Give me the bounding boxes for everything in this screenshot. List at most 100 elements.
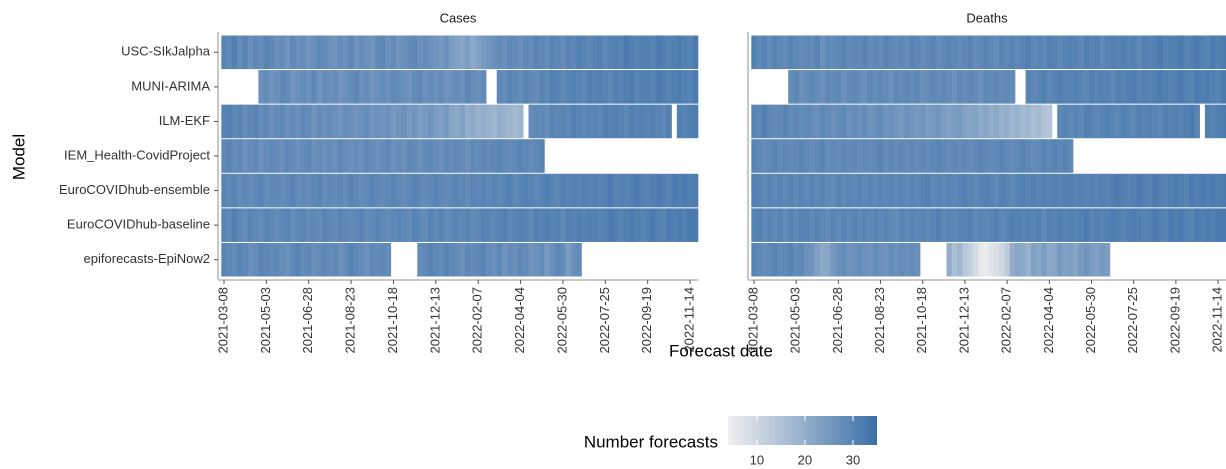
heat-cell <box>809 242 815 277</box>
heat-cell <box>533 208 540 242</box>
heat-cell <box>1157 208 1164 242</box>
heat-cell <box>438 104 445 139</box>
heat-cell <box>856 35 863 70</box>
heat-cell <box>983 70 989 104</box>
heat-cell <box>417 104 423 139</box>
heat-cell <box>560 104 566 139</box>
heat-cell <box>1073 35 1079 70</box>
heat-cell <box>1162 104 1169 139</box>
heat-cell <box>332 242 339 277</box>
heat-cell <box>983 104 989 139</box>
heat-cell <box>1020 139 1026 173</box>
heat-cell <box>226 35 233 70</box>
heat-cell <box>867 208 873 242</box>
heat-cell <box>1099 242 1105 277</box>
heat-cell <box>607 70 614 104</box>
heat-cell <box>814 139 821 173</box>
heat-cell <box>480 35 487 70</box>
heat-cell <box>242 35 249 70</box>
heat-cell <box>422 242 429 277</box>
heat-cell <box>623 104 630 139</box>
heat-cell <box>888 139 895 173</box>
heat-cell <box>1136 208 1142 242</box>
heat-cell <box>957 35 963 70</box>
heat-cell <box>327 70 333 104</box>
heat-cell <box>1115 208 1121 242</box>
heat-cell <box>819 139 826 173</box>
heat-cell <box>449 208 455 242</box>
heat-cell <box>629 70 635 104</box>
heat-cell <box>809 104 815 139</box>
heat-cell <box>1220 208 1226 242</box>
heat-cell <box>862 173 868 208</box>
heat-cell <box>1178 70 1185 104</box>
heat-cell <box>221 242 227 277</box>
heat-cell <box>951 208 958 242</box>
heat-cell <box>1067 70 1074 104</box>
heat-cell <box>793 104 800 139</box>
heat-cell <box>1046 208 1053 242</box>
heat-cell <box>1131 70 1137 104</box>
heat-cell <box>967 70 974 104</box>
heat-cell <box>830 173 837 208</box>
heat-cell <box>221 208 227 242</box>
heat-cell <box>904 104 910 139</box>
heat-cell <box>925 104 931 139</box>
heat-cell <box>1173 173 1179 208</box>
heat-cell <box>914 242 921 277</box>
heat-cell <box>835 70 842 104</box>
heat-cell <box>385 139 392 173</box>
heat-cell <box>592 173 598 208</box>
heat-cell <box>660 173 667 208</box>
heat-cell <box>1036 139 1042 173</box>
heat-cell <box>1009 173 1016 208</box>
heat-cell <box>1162 173 1169 208</box>
heat-cell <box>470 104 476 139</box>
heat-cell <box>972 70 979 104</box>
heat-cell <box>247 139 254 173</box>
heat-cell <box>809 208 815 242</box>
heat-cell <box>390 104 397 139</box>
heat-cell <box>846 208 852 242</box>
heat-cell <box>385 242 392 277</box>
heat-cell <box>427 35 434 70</box>
heat-cell <box>607 208 614 242</box>
heat-cell <box>930 139 937 173</box>
heat-cell <box>946 173 953 208</box>
heat-cell <box>549 70 556 104</box>
heat-cell <box>862 139 868 173</box>
heat-cell <box>946 35 953 70</box>
heat-cell <box>782 35 789 70</box>
heat-cell <box>570 35 577 70</box>
heat-cell <box>914 35 921 70</box>
heat-cell <box>613 208 619 242</box>
heat-cell <box>433 208 439 242</box>
heat-cell <box>925 70 931 104</box>
x-tick-label: 2021-08-23 <box>872 287 887 354</box>
heat-cell <box>258 104 265 139</box>
heat-cell <box>221 104 227 139</box>
heat-cell <box>1025 139 1032 173</box>
heat-cell <box>502 35 508 70</box>
heat-cell <box>1157 35 1164 70</box>
heat-cell <box>359 104 365 139</box>
heat-cell <box>877 242 884 277</box>
heat-cell <box>920 104 926 139</box>
heat-cell <box>348 70 355 104</box>
heat-cell <box>893 104 900 139</box>
heat-cell <box>274 242 280 277</box>
heat-cell <box>353 35 360 70</box>
heat-cell <box>306 139 312 173</box>
heat-cell <box>1210 70 1216 104</box>
heat-cell <box>634 70 641 104</box>
y-tick-label: EuroCOVIDhub-baseline <box>67 217 210 232</box>
heat-cell <box>528 104 535 139</box>
heat-cell <box>570 70 577 104</box>
heat-cell <box>523 173 529 208</box>
heat-cell <box>978 139 984 173</box>
heat-cell <box>390 173 397 208</box>
heat-cell <box>443 70 450 104</box>
heat-cell <box>692 208 699 242</box>
heat-cell <box>1189 173 1195 208</box>
heat-cell <box>1183 208 1190 242</box>
